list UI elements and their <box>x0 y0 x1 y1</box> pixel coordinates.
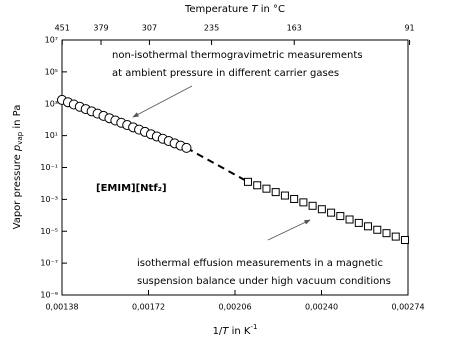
data-square <box>299 198 308 207</box>
data-square <box>262 184 271 193</box>
label-var: T <box>251 4 258 15</box>
data-square <box>253 181 262 190</box>
x2-tick-label: 163 <box>287 24 302 33</box>
data-square <box>317 205 326 214</box>
data-square <box>373 225 382 234</box>
data-square <box>382 229 391 238</box>
data-square <box>327 208 336 217</box>
x-axis-label: 1/T in K-1 <box>213 323 258 337</box>
x2-tick-label: 307 <box>142 24 157 33</box>
data-square <box>345 215 354 224</box>
data-square <box>364 222 373 231</box>
data-square <box>308 201 317 210</box>
label-part: Vapor pressure <box>12 151 23 229</box>
x-tick-label: 0,00206 <box>218 303 251 312</box>
data-square <box>354 218 363 227</box>
label-part: in K <box>228 326 250 337</box>
label-sub: vap <box>16 131 24 144</box>
annotation-arrow <box>132 85 193 118</box>
x2-axis-label: Temperature T in °C <box>184 4 285 15</box>
data-square <box>336 212 345 221</box>
data-square <box>290 194 299 203</box>
label-part: Temperature <box>184 4 252 15</box>
annotation-line: non-isothermal thermogravimetric measure… <box>112 50 363 61</box>
data-square <box>391 232 400 241</box>
annotation-line: suspension balance under high vacuum con… <box>137 276 391 287</box>
x-tick-label: 0,00274 <box>391 303 424 312</box>
y-axis-label: Vapor pressure pvap in Pa <box>12 105 24 230</box>
compound-label: [EMIM][Ntf₂] <box>96 183 167 194</box>
y-tick-label: 10³ <box>45 99 58 108</box>
label-part: 1/ <box>213 326 223 337</box>
y-tick-label: 10⁻³ <box>40 195 58 204</box>
y-tick-label: 10¹ <box>45 131 58 140</box>
data-circle <box>181 142 192 153</box>
annotation-arrow <box>267 219 311 241</box>
x2-tick-label: 235 <box>204 24 219 33</box>
label-part: in Pa <box>12 105 23 132</box>
label-var: T <box>222 326 229 337</box>
data-square <box>280 191 289 200</box>
y-tick-label: 10⁷ <box>45 36 58 45</box>
annotation-line: at ambient pressure in different carrier… <box>112 68 339 79</box>
x-tick-label: 0,00240 <box>305 303 338 312</box>
label-part: in °C <box>258 4 285 15</box>
dashed-connector <box>186 147 249 183</box>
annotation-line: isothermal effusion measurements in a ma… <box>137 258 383 269</box>
y-tick-label: 10⁻⁹ <box>40 291 58 300</box>
data-square <box>400 236 409 245</box>
y-tick-label: 10⁵ <box>45 67 58 76</box>
x2-tick-label: 451 <box>55 24 70 33</box>
x-tick-label: 0,00172 <box>132 303 165 312</box>
x-tick-label: 0,00138 <box>45 303 78 312</box>
label-sup: -1 <box>250 323 257 331</box>
x2-tick-label: 379 <box>93 24 108 33</box>
data-square <box>243 177 252 186</box>
y-tick-label: 10⁻⁷ <box>40 259 58 268</box>
y-tick-label: 10⁻⁵ <box>40 227 58 236</box>
label-var: p <box>12 145 23 152</box>
y-tick-label: 10⁻¹ <box>40 163 58 172</box>
data-square <box>271 188 280 197</box>
x2-tick-label: 91 <box>404 24 414 33</box>
